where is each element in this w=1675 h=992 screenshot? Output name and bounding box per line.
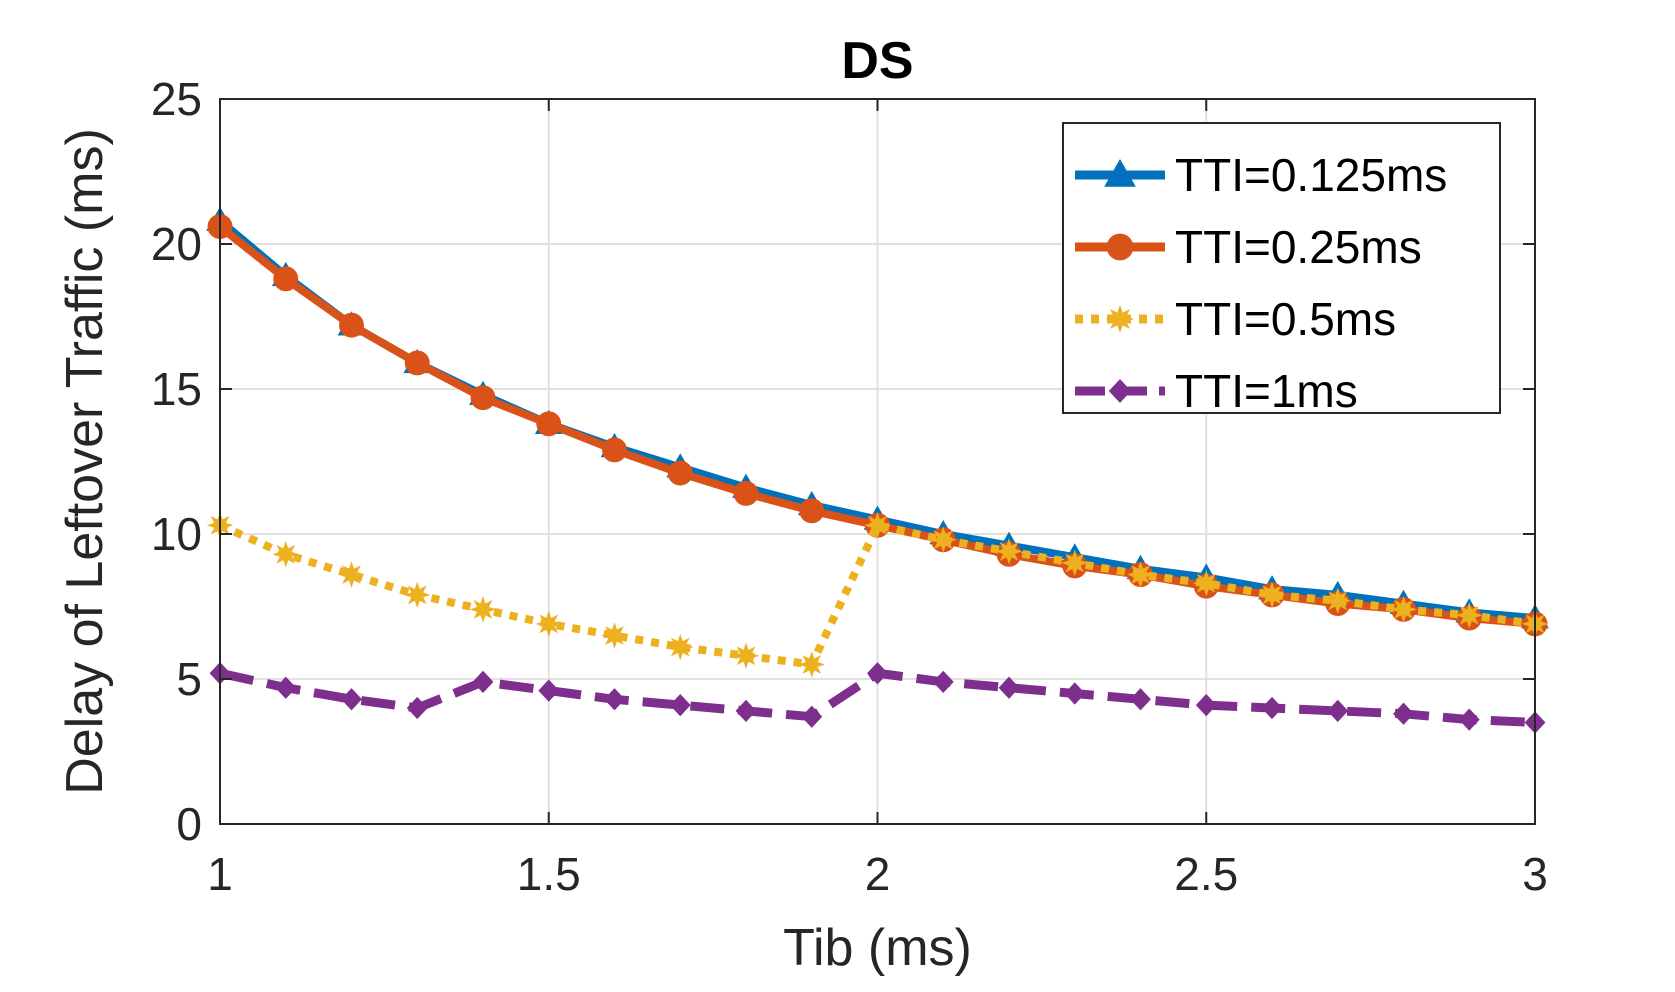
data-point	[801, 705, 823, 728]
data-point	[1127, 561, 1154, 588]
y-tick-label: 5	[176, 653, 202, 705]
legend-swatch-marker	[1108, 379, 1132, 403]
data-point	[669, 693, 691, 717]
data-point	[1195, 693, 1217, 717]
legend-swatch-marker	[1106, 233, 1134, 261]
data-point	[1390, 596, 1417, 623]
data-point	[273, 266, 299, 292]
data-point	[472, 670, 494, 694]
y-tick-label: 15	[151, 363, 202, 415]
data-point	[735, 699, 757, 723]
legend-item: TTI=0.5ms	[1075, 293, 1396, 345]
data-point	[667, 460, 693, 486]
series-line	[218, 521, 1536, 669]
x-tick-label: 3	[1522, 848, 1548, 900]
legend-item: TTI=1ms	[1075, 365, 1358, 417]
data-point	[338, 561, 365, 588]
data-point	[403, 581, 431, 609]
data-point	[932, 670, 954, 694]
data-point	[1061, 549, 1089, 577]
x-tick-label: 1	[207, 848, 233, 900]
y-tick-label: 0	[176, 798, 202, 850]
data-point	[535, 610, 563, 638]
legend-label: TTI=0.125ms	[1175, 149, 1447, 201]
data-point	[1258, 581, 1286, 609]
data-point	[732, 642, 760, 670]
data-point	[733, 480, 759, 506]
legend-label: TTI=0.25ms	[1175, 221, 1422, 273]
data-point	[469, 596, 497, 623]
legend-label: TTI=0.5ms	[1175, 293, 1396, 345]
series-TTI=1ms	[209, 662, 1546, 734]
legend-item: TTI=0.25ms	[1075, 221, 1422, 273]
y-tick-label: 20	[151, 218, 202, 270]
data-point	[929, 526, 957, 554]
data-point	[404, 350, 430, 376]
data-point	[275, 676, 297, 699]
data-point	[1393, 702, 1414, 725]
legend: TTI=0.125ms TTI=0.25ms TTI=0.5ms TTI=1ms	[1062, 122, 1501, 417]
x-tick-label: 2	[865, 848, 891, 900]
data-point	[604, 688, 625, 711]
chart-title: DS	[841, 32, 913, 90]
data-point	[864, 512, 891, 539]
data-point	[470, 385, 496, 411]
x-axis-label: Tib (ms)	[783, 919, 972, 977]
data-point	[1064, 682, 1086, 705]
data-point	[341, 688, 362, 711]
data-point	[339, 312, 364, 338]
data-point	[995, 538, 1023, 565]
x-tick-label: 1.5	[517, 848, 581, 900]
legend-item: TTI=0.125ms	[1075, 149, 1447, 201]
data-point	[1192, 570, 1220, 597]
data-point	[538, 679, 560, 702]
data-point	[1458, 708, 1480, 731]
data-point	[1261, 696, 1283, 720]
y-tick-label: 10	[151, 508, 202, 560]
data-point	[998, 676, 1020, 699]
legend-label: TTI=1ms	[1175, 365, 1358, 417]
ticks: 1 1.5 2 2.5 3 0 5 10 15 20 25	[151, 73, 1548, 900]
legend-swatch-marker	[1105, 304, 1135, 334]
data-point	[602, 437, 627, 463]
data-point	[1130, 688, 1151, 711]
data-point	[536, 411, 562, 437]
x-tick-label: 2.5	[1174, 848, 1238, 900]
data-point	[1455, 601, 1483, 629]
data-point	[406, 696, 428, 720]
data-point	[1324, 587, 1352, 614]
data-point	[798, 651, 826, 678]
data-point	[272, 541, 300, 568]
data-point	[666, 633, 694, 661]
data-point	[799, 498, 825, 524]
data-point	[601, 622, 628, 649]
y-tick-label: 25	[151, 73, 202, 125]
y-axis-label: Delay of Leftover Traffic (ms)	[56, 128, 114, 795]
data-point	[867, 662, 888, 685]
legend-swatch-marker	[1104, 158, 1136, 187]
data-point	[1327, 699, 1349, 723]
